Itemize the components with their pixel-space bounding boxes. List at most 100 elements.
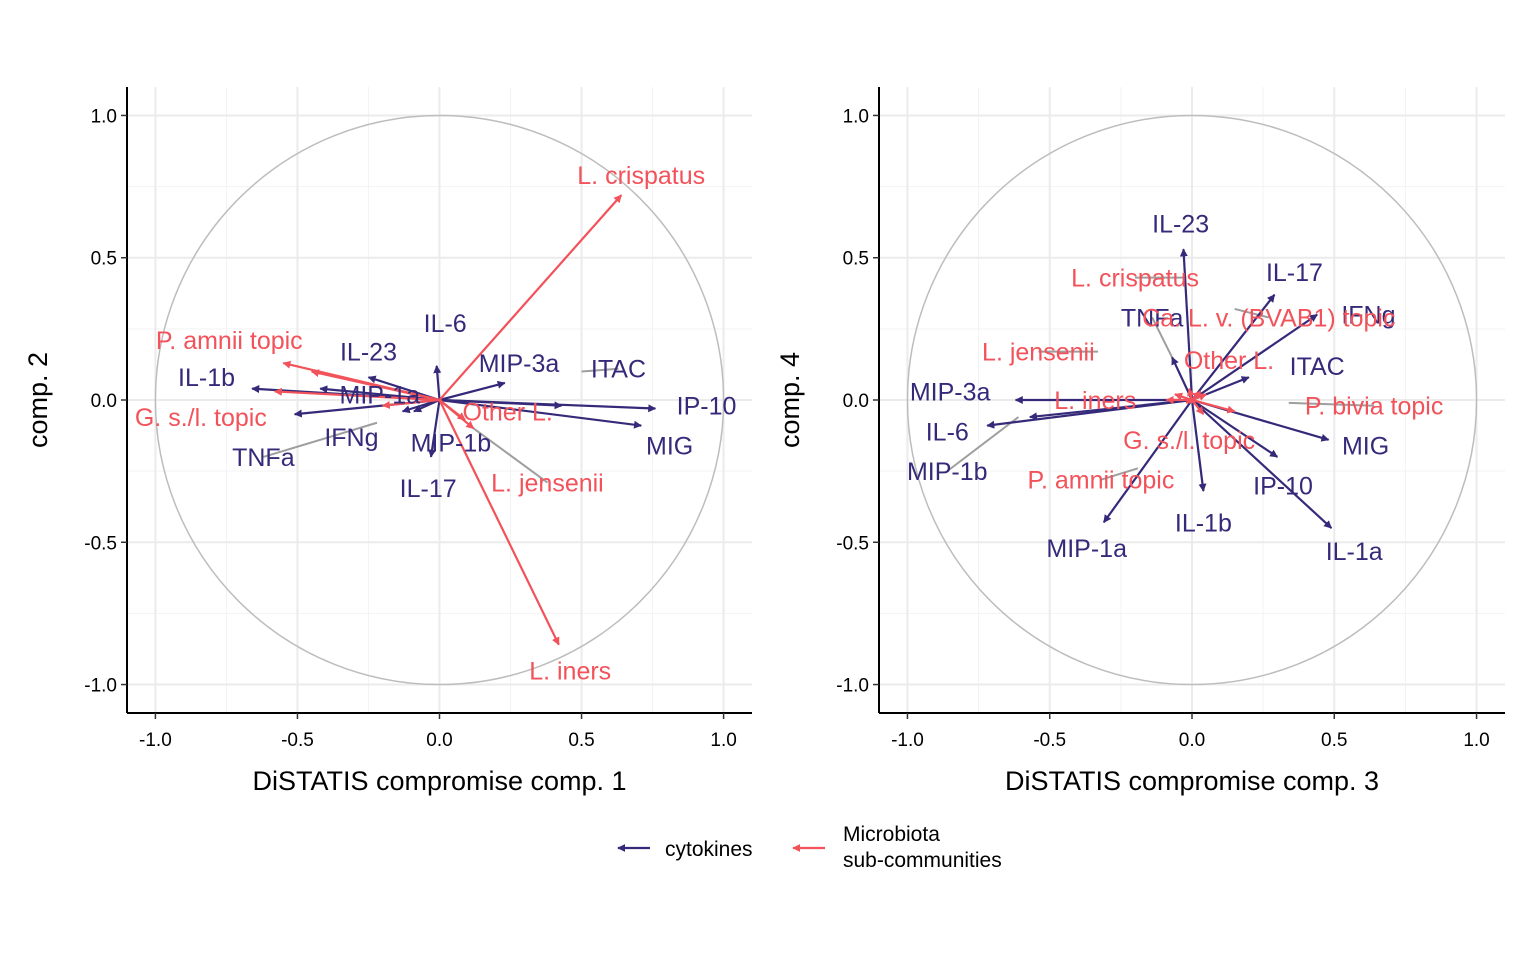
- y-tick-label: 1.0: [843, 106, 869, 127]
- label-mip-1b: MIP-1b: [907, 458, 988, 486]
- arrow-g-s-l-topic: [1185, 396, 1195, 404]
- label-mip-1a: MIP-1a: [1046, 535, 1127, 563]
- chart-panel-1: -1.0 -0.5 0.0 0.5 1.0 -1.0 -0.5 0.0 0.5 1.0 DiSTAT…: [23, 87, 752, 796]
- label-other-l: Other L.: [463, 398, 553, 426]
- legend-item-microbiota: Microbiota sub-communities: [792, 823, 1002, 872]
- label-tnfa: TNFa: [232, 444, 295, 472]
- label-leader-line: [946, 416, 1020, 472]
- label-il-6: IL-6: [926, 418, 969, 446]
- arrow-l-crispatus: [438, 194, 623, 401]
- x-tick-label: 1.0: [710, 730, 736, 751]
- legend-label-cytokines: cytokines: [665, 838, 753, 861]
- x-tick-label: -0.5: [281, 730, 314, 751]
- label-ca-l-v-bvab1-topic: Ca. L. v. (BVAB1) topic: [1142, 304, 1395, 332]
- label-il-6: IL-6: [424, 310, 467, 338]
- y-tick-label: 1.0: [91, 106, 117, 127]
- arrow-mip-1b: [1029, 398, 1193, 421]
- label-mip-1a: MIP-1a: [340, 381, 421, 409]
- arrow-mip-1a: [1102, 399, 1193, 524]
- legend-item-cytokines: cytokines: [617, 838, 753, 861]
- arrow-g-s-l-topic: [273, 387, 440, 402]
- x-axis-title: DiSTATIS compromise comp. 3: [1005, 766, 1379, 796]
- label-itac: ITAC: [1290, 353, 1345, 381]
- chart-panel-2: -1.0 -0.5 0.0 0.5 1.0 -1.0 -0.5 0.0 0.5 1.0 DiSTAT…: [775, 87, 1505, 796]
- y-tick-label: 0.5: [843, 249, 869, 270]
- arrow-p-bivia-topic: [1191, 398, 1236, 414]
- label-l-jensenii: L. jensenii: [982, 339, 1095, 367]
- x-tick-label: -1.0: [139, 730, 172, 751]
- label-ifng: IFNg: [1341, 302, 1395, 330]
- x-tick-label: 0.0: [1179, 730, 1205, 751]
- label-l-iners: L. iners: [1054, 387, 1136, 415]
- label-leader-line: [473, 427, 549, 484]
- label-leader-line: [1234, 307, 1270, 319]
- arrow-ifng: [1191, 313, 1318, 401]
- label-tnfa: TNFa: [1121, 304, 1184, 332]
- x-axis-title: DiSTATIS compromise comp. 1: [252, 766, 626, 796]
- arrow-itac: [439, 398, 563, 410]
- label-leader-line: [581, 367, 619, 373]
- x-tick-label: 0.5: [568, 730, 594, 751]
- label-leader-line: [1151, 317, 1173, 358]
- x-tick-label: 0.0: [426, 730, 452, 751]
- arrow-il-17: [1191, 294, 1276, 401]
- x-tick-label: 1.0: [1463, 730, 1489, 751]
- label-l-iners: L. iners: [529, 657, 611, 685]
- x-tick-label: -0.5: [1033, 730, 1066, 751]
- arrow-ca-l-v-bvab1-topic: [381, 398, 440, 409]
- label-leader-line: [263, 421, 378, 458]
- arrow-il-1a: [1191, 399, 1333, 529]
- arrow-ip-10: [1191, 399, 1279, 458]
- y-tick-label: -0.5: [836, 533, 869, 554]
- unit-circle: [906, 114, 1478, 686]
- label-leader-line: [1288, 401, 1375, 407]
- arrow-p-amnii-topic: [1191, 399, 1205, 415]
- arrow-il-6: [433, 365, 442, 401]
- label-g-s-l-topic: G. s./l. topic: [135, 404, 267, 432]
- label-p-bivia-topic: P. bivia topic: [1305, 393, 1444, 421]
- arrow-l-iners: [438, 399, 560, 646]
- label-l-crispatus: L. crispatus: [1071, 265, 1199, 293]
- label-itac: ITAC: [591, 356, 646, 384]
- label-mip-1b: MIP-1b: [411, 430, 492, 458]
- y-tick-label: 0.0: [843, 391, 869, 412]
- x-tick-label: 0.5: [1321, 730, 1347, 751]
- arrow-mip-3a: [439, 380, 506, 402]
- y-axis-title: comp. 2: [23, 352, 53, 448]
- arrow-other-l: [438, 399, 466, 421]
- arrow-mig: [439, 398, 642, 429]
- legend: cytokines Microbiota sub-communities: [617, 823, 1002, 872]
- label-il-23: IL-23: [1152, 211, 1209, 239]
- arrow-mip-1b: [413, 398, 440, 413]
- arrow-il-23: [1179, 248, 1194, 401]
- y-tick-label: -1.0: [84, 676, 117, 697]
- arrow-il-1b: [1190, 399, 1207, 492]
- arrow-il-17: [428, 399, 441, 458]
- y-tick-label: -1.0: [836, 676, 869, 697]
- label-l-crispatus: L. crispatus: [577, 162, 705, 190]
- label-mip-3a: MIP-3a: [479, 350, 560, 378]
- label-ip-10: IP-10: [1253, 472, 1313, 500]
- y-tick-label: 0.5: [91, 249, 117, 270]
- y-axis-title: comp. 4: [775, 352, 805, 448]
- label-leader-line: [1100, 467, 1139, 481]
- label-il-1b: IL-1b: [178, 364, 235, 392]
- label-il-23: IL-23: [340, 339, 397, 367]
- label-p-amnii-topic: P. amnii topic: [156, 327, 303, 355]
- label-g-s-l-topic: G. s./l. topic: [1123, 427, 1255, 455]
- label-l-jensenii: L. jensenii: [491, 470, 604, 498]
- y-tick-label: -0.5: [84, 533, 117, 554]
- unit-circle: [154, 114, 725, 686]
- label-mig: MIG: [646, 433, 693, 461]
- label-p-amnii-topic: P. amnii topic: [1028, 467, 1175, 495]
- legend-label-microbiota: Microbiota sub-communities: [843, 823, 1002, 872]
- label-ip-10: IP-10: [677, 393, 737, 421]
- label-il-17: IL-17: [1266, 259, 1323, 287]
- label-il-17: IL-17: [400, 475, 457, 503]
- label-mip-3a: MIP-3a: [910, 378, 991, 406]
- label-mig: MIG: [1342, 433, 1389, 461]
- label-ifng: IFNg: [324, 424, 378, 452]
- label-other-l: Other L.: [1184, 347, 1274, 375]
- label-il-1a: IL-1a: [1326, 538, 1383, 566]
